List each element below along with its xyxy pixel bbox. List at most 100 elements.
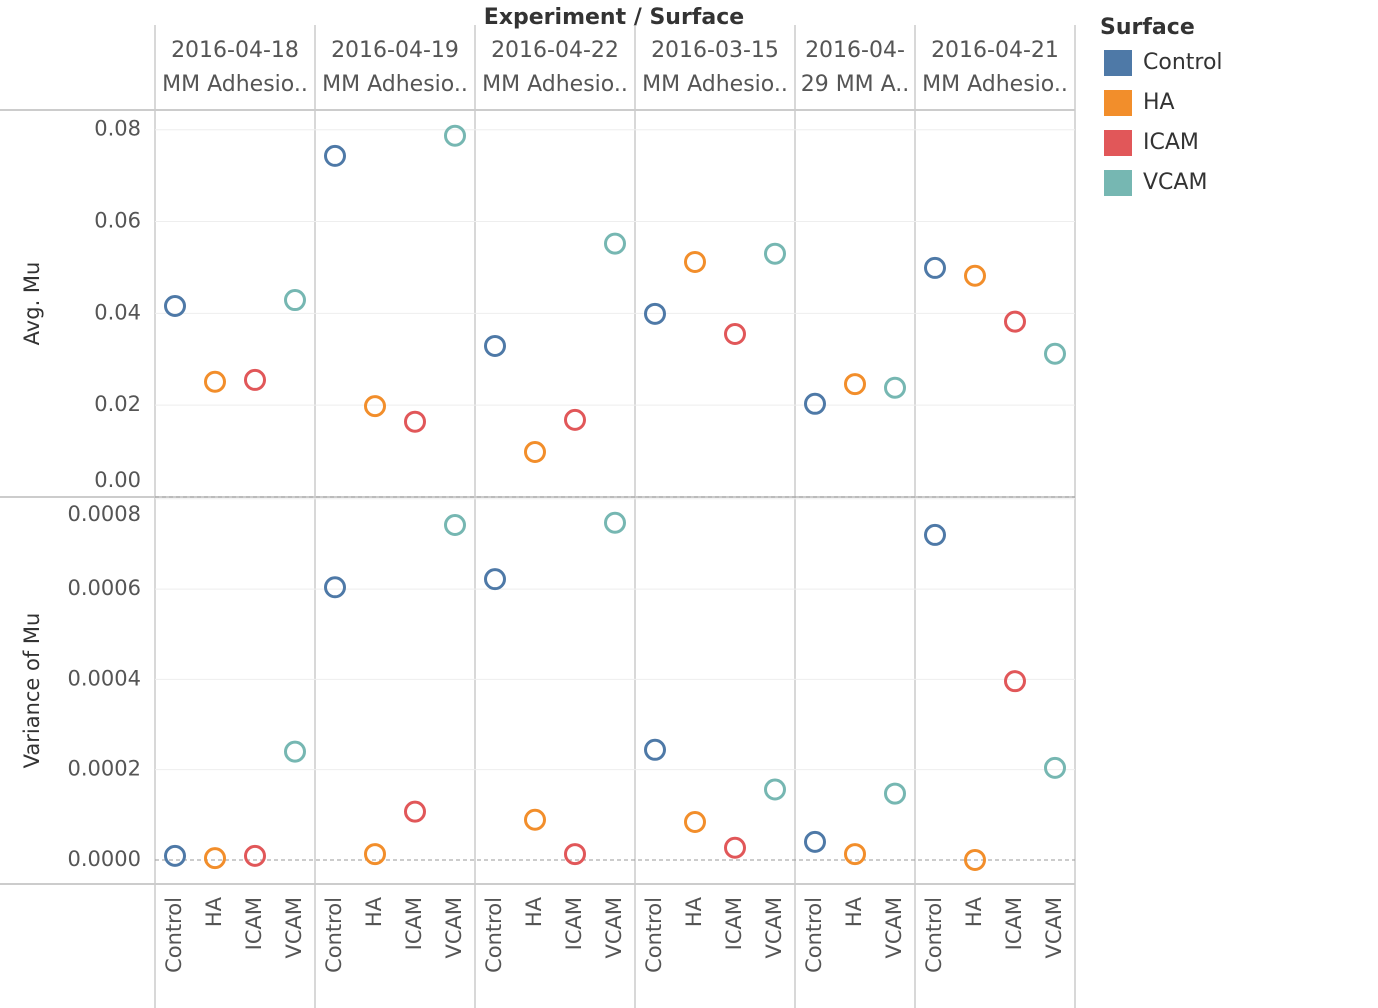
x-tick-label: VCAM	[282, 897, 306, 959]
dot	[1044, 342, 1066, 365]
panel-header: 2016-04-21	[931, 38, 1059, 63]
x-tick-label: ICAM	[402, 897, 426, 950]
x-tick-label: HA	[682, 896, 706, 927]
legend-swatch	[1104, 90, 1132, 116]
panel-header: 2016-04-	[805, 38, 905, 63]
panel-header: 2016-04-19	[331, 38, 459, 63]
dot	[724, 323, 746, 346]
panel-header: 29 MM A..	[801, 72, 910, 97]
x-tick-label: ICAM	[1002, 897, 1026, 950]
dot	[564, 843, 586, 866]
panel-header: 2016-04-18	[171, 38, 299, 63]
dot	[524, 808, 546, 831]
dot	[684, 250, 706, 273]
x-tick-label: Control	[802, 897, 826, 973]
x-tick-label: HA	[962, 896, 986, 927]
dot	[244, 368, 266, 391]
dot	[204, 370, 226, 393]
x-tick-label: ICAM	[242, 897, 266, 950]
legend-label: Control	[1143, 50, 1223, 75]
dot	[884, 782, 906, 805]
legend-label: HA	[1143, 90, 1175, 115]
dot	[364, 395, 386, 418]
legend-swatch	[1104, 130, 1132, 156]
dot	[204, 847, 226, 870]
dot	[484, 568, 506, 591]
y-tick-label: 0.0002	[68, 757, 141, 781]
dot	[444, 124, 466, 147]
x-tick-label: VCAM	[882, 897, 906, 959]
dot	[604, 232, 626, 255]
x-tick-label: ICAM	[562, 897, 586, 950]
x-tick-label: HA	[362, 896, 386, 927]
dot	[404, 410, 426, 433]
panel-header: 2016-04-22	[491, 38, 619, 63]
dot	[844, 373, 866, 396]
dot	[724, 836, 746, 859]
dot	[284, 289, 306, 312]
y-tick-label: 0.0004	[68, 666, 141, 690]
dot	[764, 778, 786, 801]
dot	[164, 844, 186, 867]
panel-header: MM Adhesio..	[322, 72, 468, 97]
dot	[524, 441, 546, 464]
panel-header: MM Adhesio..	[162, 72, 308, 97]
dot	[764, 242, 786, 265]
dot	[964, 848, 986, 871]
dot	[1004, 310, 1026, 333]
dot	[964, 264, 986, 287]
legend-label: VCAM	[1143, 170, 1207, 195]
y-tick-label: 0.06	[94, 209, 141, 233]
dot	[164, 295, 186, 318]
panel-header: MM Adhesio..	[642, 72, 788, 97]
dot	[604, 511, 626, 534]
x-tick-label: VCAM	[442, 897, 466, 959]
dot	[804, 392, 826, 415]
x-tick-label: HA	[842, 896, 866, 927]
panel-header: 2016-03-15	[651, 38, 779, 63]
dot	[924, 523, 946, 546]
dot	[804, 830, 826, 853]
y-tick-label: 0.0006	[68, 576, 141, 600]
x-tick-label: HA	[522, 896, 546, 927]
dot	[404, 800, 426, 823]
dot	[284, 740, 306, 763]
x-tick-label: Control	[482, 897, 506, 973]
y-tick-label: 0.02	[94, 392, 141, 416]
dot	[484, 334, 506, 357]
dot	[1004, 670, 1026, 693]
x-tick-label: VCAM	[1042, 897, 1066, 959]
panel-header: MM Adhesio..	[922, 72, 1068, 97]
x-tick-label: VCAM	[602, 897, 626, 959]
y-tick-label: 0.04	[94, 300, 141, 324]
x-tick-label: Control	[162, 897, 186, 973]
x-tick-label: Control	[322, 897, 346, 973]
x-tick-label: ICAM	[722, 897, 746, 950]
dot	[324, 144, 346, 167]
dot	[844, 843, 866, 866]
x-tick-label: Control	[922, 897, 946, 973]
dot	[884, 376, 906, 399]
y-tick-label: 0.0008	[68, 502, 141, 526]
dot	[924, 256, 946, 279]
legend-swatch	[1104, 170, 1132, 196]
legend-swatch	[1104, 50, 1132, 76]
legend-title: Surface	[1100, 15, 1195, 40]
x-tick-label: VCAM	[762, 897, 786, 959]
panel-header: MM Adhesio..	[482, 72, 628, 97]
dot	[364, 843, 386, 866]
x-tick-label: HA	[202, 896, 226, 927]
legend-label: ICAM	[1143, 130, 1199, 155]
dot	[564, 408, 586, 431]
dot	[444, 513, 466, 536]
y-tick-label: 0.08	[94, 117, 141, 141]
dot	[644, 302, 666, 325]
dot	[1044, 756, 1066, 779]
y-tick-label: 0.0000	[68, 847, 141, 871]
chart-title: Experiment / Surface	[484, 5, 744, 30]
dot	[684, 811, 706, 834]
axis-title: Avg. Mu	[20, 262, 44, 346]
dot	[324, 576, 346, 599]
axis-title: Variance of Mu	[20, 613, 44, 769]
